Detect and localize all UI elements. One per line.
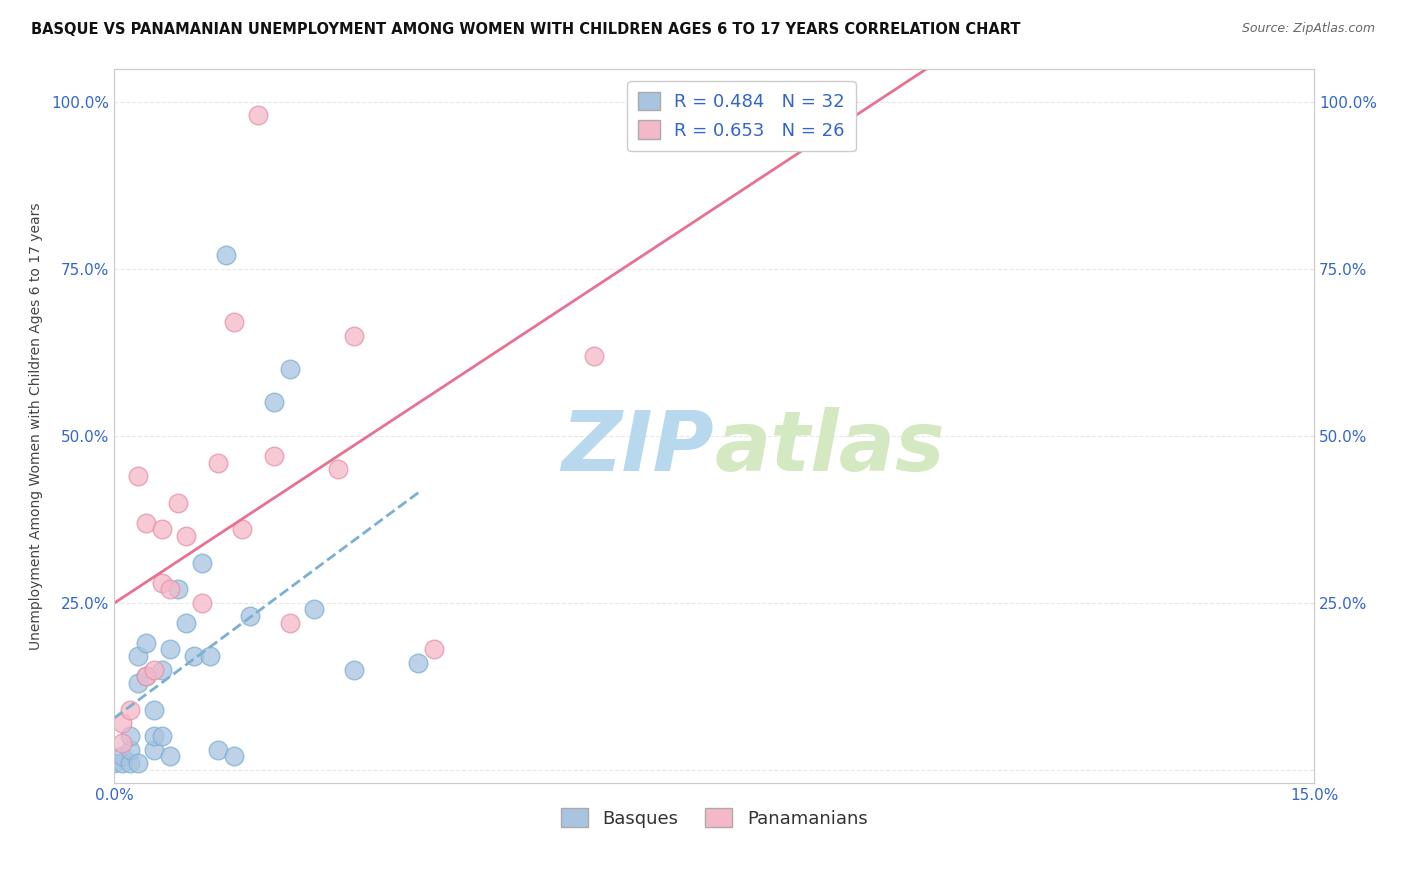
- Point: [135, 669, 157, 683]
- Point: [111, 749, 134, 764]
- Text: ZIP: ZIP: [561, 407, 714, 488]
- Point: [263, 395, 285, 409]
- Point: [343, 328, 366, 343]
- Text: Source: ZipAtlas.com: Source: ZipAtlas.com: [1241, 22, 1375, 36]
- Point: [135, 636, 157, 650]
- Y-axis label: Unemployment Among Women with Children Ages 6 to 17 years: Unemployment Among Women with Children A…: [30, 202, 44, 649]
- Point: [111, 756, 134, 770]
- Point: [150, 522, 173, 536]
- Point: [143, 703, 166, 717]
- Legend: Basques, Panamanians: Basques, Panamanians: [554, 801, 875, 835]
- Point: [150, 663, 173, 677]
- Point: [174, 529, 197, 543]
- Point: [263, 449, 285, 463]
- Point: [207, 456, 229, 470]
- Point: [167, 495, 190, 509]
- Point: [143, 742, 166, 756]
- Point: [174, 615, 197, 630]
- Point: [224, 749, 246, 764]
- Point: [207, 742, 229, 756]
- Point: [159, 582, 181, 597]
- Point: [200, 649, 222, 664]
- Point: [239, 609, 262, 624]
- Point: [278, 362, 301, 376]
- Point: [120, 703, 142, 717]
- Point: [120, 756, 142, 770]
- Point: [183, 649, 205, 664]
- Point: [423, 642, 446, 657]
- Point: [583, 349, 606, 363]
- Point: [143, 729, 166, 743]
- Point: [127, 756, 149, 770]
- Text: atlas: atlas: [714, 407, 945, 488]
- Point: [159, 749, 181, 764]
- Point: [135, 516, 157, 530]
- Point: [328, 462, 350, 476]
- Point: [127, 468, 149, 483]
- Point: [127, 649, 149, 664]
- Point: [783, 108, 806, 122]
- Point: [406, 656, 429, 670]
- Point: [111, 736, 134, 750]
- Point: [278, 615, 301, 630]
- Point: [135, 669, 157, 683]
- Point: [191, 596, 214, 610]
- Point: [247, 108, 270, 122]
- Point: [343, 663, 366, 677]
- Point: [159, 642, 181, 657]
- Point: [103, 756, 125, 770]
- Point: [167, 582, 190, 597]
- Point: [191, 556, 214, 570]
- Point: [120, 742, 142, 756]
- Point: [224, 315, 246, 329]
- Point: [150, 729, 173, 743]
- Point: [143, 663, 166, 677]
- Point: [111, 715, 134, 730]
- Point: [302, 602, 325, 616]
- Point: [215, 248, 238, 262]
- Point: [150, 575, 173, 590]
- Point: [120, 729, 142, 743]
- Text: BASQUE VS PANAMANIAN UNEMPLOYMENT AMONG WOMEN WITH CHILDREN AGES 6 TO 17 YEARS C: BASQUE VS PANAMANIAN UNEMPLOYMENT AMONG …: [31, 22, 1021, 37]
- Point: [127, 676, 149, 690]
- Point: [231, 522, 253, 536]
